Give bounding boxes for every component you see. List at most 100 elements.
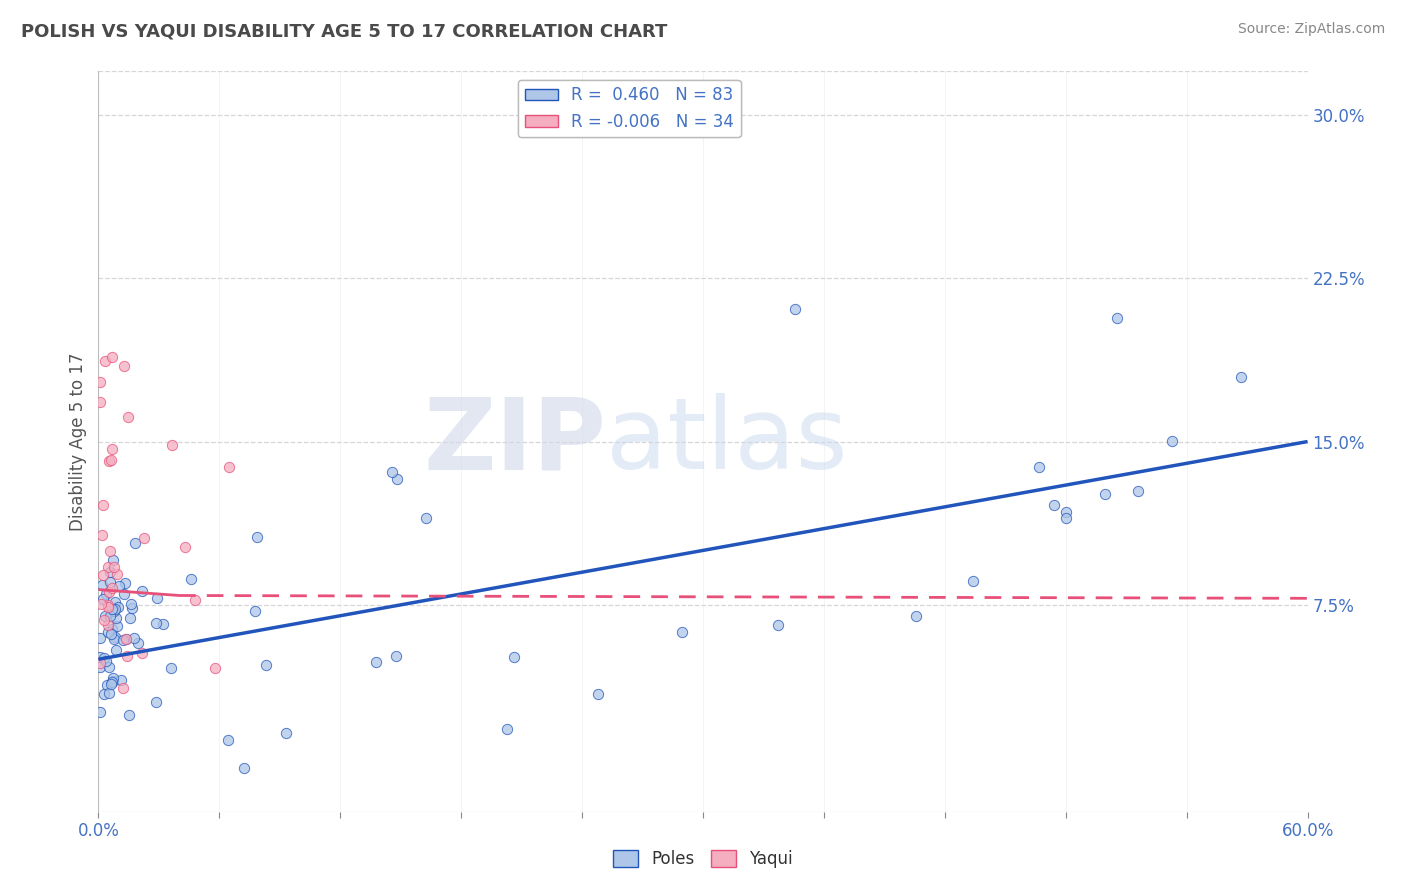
Point (94, 354, 117, 368)
Point (671, 624, 693, 639)
Point (89, 659, 111, 673)
Point (110, 673, 132, 688)
Point (105, 611, 128, 625)
Point (145, 591, 167, 605)
Point (245, 530, 267, 544)
Point (90, 598, 112, 612)
Legend: R =  0.460   N = 83, R = -0.006   N = 34: R = 0.460 N = 83, R = -0.006 N = 34 (517, 79, 741, 137)
Point (96, 678, 118, 692)
Point (115, 648, 138, 663)
Point (97, 686, 120, 700)
Point (96, 654, 118, 668)
Point (91, 498, 114, 512)
Legend: Poles, Yaqui: Poles, Yaqui (606, 843, 800, 875)
Point (118, 707, 141, 722)
Point (385, 472, 408, 486)
Point (204, 661, 226, 675)
Point (112, 359, 135, 373)
Point (1126, 484, 1149, 499)
Point (127, 636, 149, 650)
Point (145, 616, 167, 631)
Point (173, 540, 195, 554)
Point (98, 566, 121, 580)
Point (101, 675, 124, 690)
Text: Source: ZipAtlas.com: Source: ZipAtlas.com (1237, 22, 1385, 37)
Point (97, 599, 120, 614)
Point (89, 375, 111, 389)
Point (785, 302, 807, 317)
Point (105, 619, 128, 633)
Point (503, 649, 526, 664)
Point (91, 568, 114, 582)
Point (124, 536, 146, 550)
Text: ZIP: ZIP (423, 393, 606, 490)
Point (96, 625, 118, 640)
Point (98, 544, 121, 558)
Point (131, 584, 153, 599)
Point (145, 695, 167, 709)
Point (217, 733, 239, 747)
Point (1043, 498, 1066, 512)
Point (103, 559, 125, 574)
Point (93, 651, 115, 665)
Point (218, 459, 240, 474)
Point (588, 687, 610, 701)
Point (766, 618, 789, 632)
Point (962, 574, 984, 589)
Point (114, 632, 136, 646)
Point (101, 351, 124, 365)
Point (97, 617, 120, 632)
Point (415, 511, 437, 525)
Point (97, 559, 120, 574)
Point (495, 722, 517, 736)
Point (104, 602, 127, 616)
Point (94, 586, 117, 600)
Point (101, 623, 124, 637)
Point (364, 655, 387, 669)
Point (105, 566, 128, 581)
Point (98, 453, 121, 467)
Point (98, 584, 121, 599)
Text: atlas: atlas (606, 393, 848, 490)
Point (100, 677, 122, 691)
Point (115, 632, 138, 647)
Point (103, 604, 125, 618)
Point (122, 631, 145, 645)
Point (114, 576, 136, 591)
Point (243, 604, 266, 618)
Point (121, 601, 143, 615)
Point (89, 705, 111, 719)
Point (100, 627, 122, 641)
Point (103, 632, 125, 646)
Point (1054, 511, 1077, 525)
Point (117, 409, 139, 424)
Point (98, 609, 121, 624)
Point (120, 597, 142, 611)
Point (93, 687, 115, 701)
Text: POLISH VS YAQUI DISABILITY AGE 5 TO 17 CORRELATION CHART: POLISH VS YAQUI DISABILITY AGE 5 TO 17 C… (21, 22, 668, 40)
Point (100, 453, 122, 467)
Point (1161, 434, 1184, 449)
Point (104, 630, 127, 644)
Point (160, 661, 183, 675)
Point (905, 608, 928, 623)
Point (112, 681, 135, 695)
Point (101, 581, 124, 595)
Point (152, 616, 174, 631)
Point (101, 442, 124, 457)
Point (1107, 310, 1129, 325)
Point (90, 578, 112, 592)
Point (89, 657, 111, 671)
Y-axis label: Disability Age 5 to 17: Disability Age 5 to 17 (69, 352, 87, 531)
Point (1054, 505, 1077, 519)
Point (118, 610, 141, 624)
Point (94, 609, 117, 624)
Point (100, 602, 122, 616)
Point (1028, 460, 1050, 475)
Point (180, 572, 202, 586)
Point (89, 394, 111, 409)
Point (101, 673, 124, 688)
Point (105, 643, 128, 657)
Point (108, 579, 131, 593)
Point (98, 574, 121, 589)
